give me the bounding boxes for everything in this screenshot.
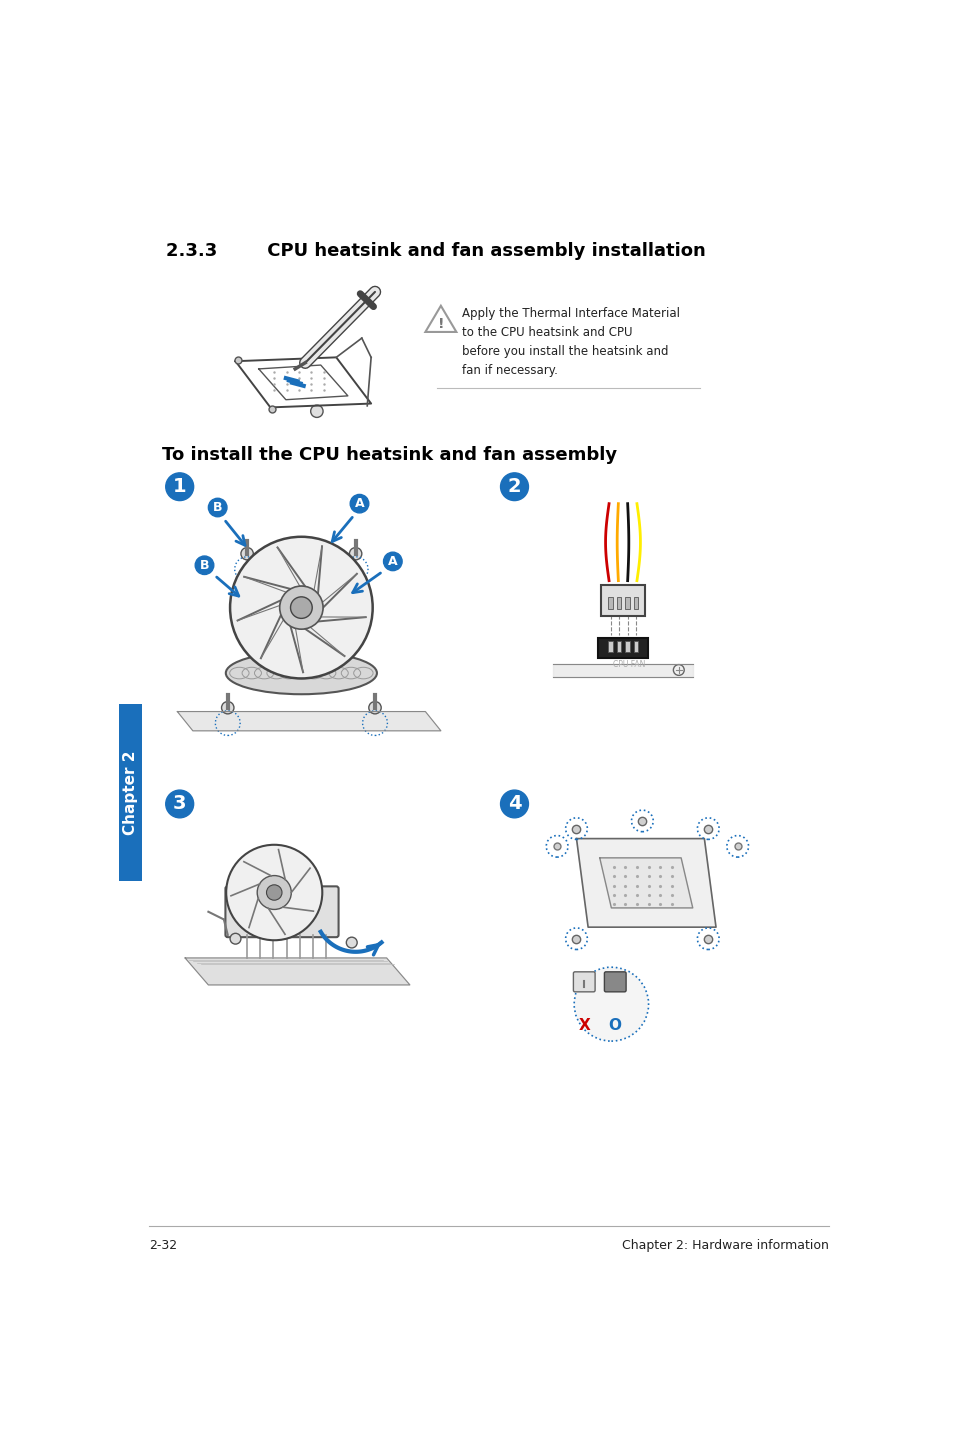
FancyBboxPatch shape [608, 641, 612, 651]
Circle shape [166, 473, 193, 500]
FancyBboxPatch shape [573, 972, 595, 992]
FancyBboxPatch shape [624, 597, 629, 610]
Text: 2: 2 [507, 477, 520, 496]
Polygon shape [177, 712, 440, 731]
Text: 4: 4 [507, 794, 520, 814]
Circle shape [291, 597, 312, 618]
Circle shape [230, 536, 373, 679]
FancyBboxPatch shape [225, 886, 338, 938]
Text: B: B [199, 559, 209, 572]
FancyBboxPatch shape [617, 597, 620, 610]
Circle shape [226, 844, 322, 940]
Text: X: X [578, 1018, 590, 1034]
Polygon shape [185, 958, 410, 985]
Circle shape [266, 884, 282, 900]
Circle shape [500, 789, 528, 818]
Circle shape [221, 702, 233, 713]
Circle shape [195, 557, 213, 575]
FancyBboxPatch shape [633, 641, 638, 651]
FancyBboxPatch shape [119, 703, 142, 881]
Circle shape [166, 789, 193, 818]
Text: Chapter 2: Chapter 2 [123, 751, 138, 834]
Text: 2.3.3        CPU heatsink and fan assembly installation: 2.3.3 CPU heatsink and fan assembly inst… [166, 242, 705, 260]
Circle shape [383, 552, 402, 571]
Text: CPU FAN: CPU FAN [613, 660, 645, 669]
Circle shape [500, 473, 528, 500]
Text: To install the CPU heatsink and fan assembly: To install the CPU heatsink and fan asse… [162, 446, 617, 464]
FancyBboxPatch shape [624, 641, 629, 651]
Polygon shape [553, 664, 692, 677]
FancyBboxPatch shape [617, 641, 620, 651]
Text: B: B [213, 500, 222, 513]
Polygon shape [576, 838, 716, 928]
Text: A: A [355, 498, 364, 510]
FancyBboxPatch shape [599, 585, 645, 615]
FancyBboxPatch shape [598, 638, 647, 657]
Text: Chapter 2: Hardware information: Chapter 2: Hardware information [621, 1240, 828, 1252]
Text: 1: 1 [172, 477, 187, 496]
Text: !: ! [437, 318, 444, 331]
Text: 3: 3 [172, 794, 186, 814]
Circle shape [230, 933, 241, 945]
Circle shape [369, 702, 381, 713]
FancyBboxPatch shape [604, 972, 625, 992]
FancyBboxPatch shape [633, 597, 638, 610]
Ellipse shape [226, 651, 376, 695]
Circle shape [349, 548, 361, 559]
Text: 2-32: 2-32 [149, 1240, 176, 1252]
FancyBboxPatch shape [608, 597, 612, 610]
Circle shape [673, 664, 683, 676]
Text: A: A [388, 555, 397, 568]
Circle shape [350, 495, 369, 513]
Circle shape [208, 499, 227, 516]
Circle shape [279, 587, 323, 630]
Circle shape [346, 938, 356, 948]
Polygon shape [599, 858, 692, 907]
Circle shape [257, 876, 291, 909]
Circle shape [574, 968, 648, 1041]
Text: Apply the Thermal Interface Material
to the CPU heatsink and CPU
before you inst: Apply the Thermal Interface Material to … [461, 308, 679, 377]
Circle shape [311, 406, 323, 417]
Text: O: O [608, 1018, 621, 1034]
Circle shape [241, 548, 253, 559]
